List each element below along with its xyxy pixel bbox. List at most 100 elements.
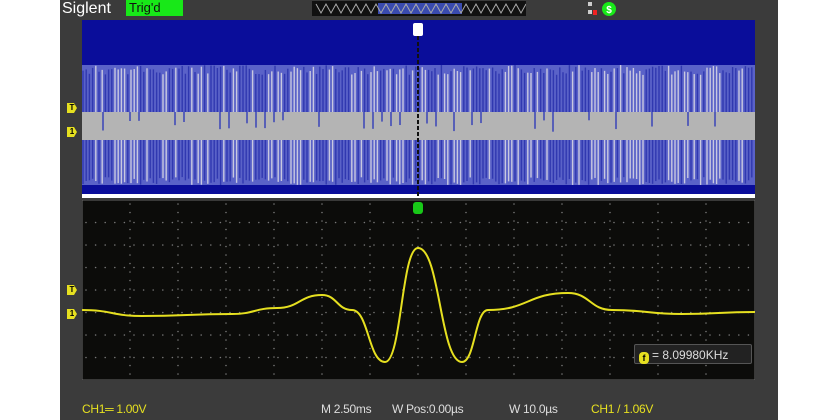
- grid-dot: [709, 289, 711, 291]
- grid-dot: [594, 334, 596, 336]
- grid-dot: [747, 244, 750, 246]
- grid-dot: [267, 356, 270, 359]
- trigger-setting: CH1 / 1.06V: [591, 402, 654, 416]
- trigger-level-marker-top[interactable]: T: [67, 103, 77, 113]
- grid-dot: [229, 221, 231, 224]
- trigger-level-marker[interactable]: T: [67, 285, 77, 295]
- grid-dot: [498, 221, 500, 224]
- grid-dot: [363, 289, 366, 291]
- grid-dot: [417, 279, 419, 282]
- grid-dot: [651, 334, 654, 336]
- grid-dot: [561, 313, 563, 316]
- grid-dot: [171, 221, 174, 224]
- grid-dot: [402, 266, 404, 269]
- grid-dot: [369, 288, 371, 290]
- grid-dot: [123, 311, 126, 314]
- grid-dot: [561, 305, 563, 307]
- grid-dot: [561, 271, 563, 273]
- grid-dot: [561, 356, 563, 358]
- grid-dot: [181, 289, 183, 291]
- grid-dot: [411, 334, 414, 336]
- grid-dot: [440, 334, 443, 336]
- grid-dot: [609, 271, 611, 273]
- grid-dot: [373, 356, 375, 359]
- grid-dot: [417, 237, 419, 239]
- grid-dot: [273, 373, 275, 375]
- grid-dot: [738, 289, 740, 291]
- main-timebase: M 2.50ms: [321, 402, 372, 416]
- grid-dot: [690, 266, 692, 269]
- grid-dot: [459, 221, 462, 224]
- grid-dot: [411, 221, 414, 224]
- grid-dot: [152, 266, 154, 269]
- grid-dot: [546, 289, 548, 291]
- grid-dot: [392, 311, 395, 314]
- grid-dot: [603, 334, 606, 336]
- grid-dot: [344, 334, 347, 336]
- grid-dot: [177, 211, 179, 214]
- grid-dot: [488, 244, 491, 246]
- grid-dot: [273, 203, 275, 205]
- grid-dot: [622, 244, 625, 246]
- grid-dot: [363, 221, 366, 224]
- grid-dot: [392, 289, 395, 291]
- grid-dot: [411, 356, 414, 359]
- grid-dot: [273, 211, 275, 214]
- grid-dot: [238, 289, 241, 291]
- grid-dot: [152, 244, 154, 246]
- grid-dot: [651, 266, 654, 269]
- grid-dot: [296, 221, 298, 224]
- grid-dot: [334, 221, 337, 224]
- grid-dot: [488, 221, 491, 224]
- grid-dot: [273, 305, 275, 307]
- grid-dot: [321, 330, 323, 333]
- grid-dot: [417, 322, 419, 324]
- grid-dot: [642, 244, 644, 246]
- grid-dot: [738, 266, 740, 269]
- grid-dot: [267, 266, 270, 269]
- grid-dot: [190, 266, 193, 269]
- grid-dot: [657, 254, 659, 256]
- grid-dot: [465, 203, 467, 205]
- grid-dot: [321, 364, 323, 367]
- ch1-marker[interactable]: 1: [67, 309, 77, 319]
- grid-dot: [513, 373, 515, 375]
- grid-dot: [129, 364, 131, 367]
- grid-dot: [690, 244, 692, 246]
- grid-dot: [162, 311, 164, 314]
- grid-dot: [273, 339, 275, 341]
- grid-dot: [421, 221, 423, 224]
- grid-dot: [609, 203, 611, 205]
- grid-dot: [162, 356, 164, 359]
- grid-dot: [465, 347, 467, 350]
- grid-dot: [513, 364, 515, 367]
- grid-dot: [705, 296, 707, 299]
- grid-dot: [321, 322, 323, 324]
- grid-dot: [728, 221, 730, 224]
- grid-dot: [258, 289, 260, 291]
- grid-dot: [613, 221, 615, 224]
- grid-dot: [171, 334, 174, 336]
- grid-dot: [465, 262, 467, 265]
- grid-dot: [680, 334, 682, 336]
- grid-dot: [411, 244, 414, 246]
- ch1-scale: CH1═ 1.00V: [82, 402, 147, 416]
- grid-dot: [657, 228, 659, 231]
- ch1-marker-top[interactable]: 1: [67, 127, 77, 137]
- grid-dot: [225, 271, 227, 273]
- grid-dot: [651, 221, 654, 224]
- grid-dot: [200, 244, 202, 246]
- grid-dot: [657, 313, 659, 316]
- grid-dot: [85, 244, 87, 246]
- grid-dot: [513, 356, 515, 358]
- grid-dot: [465, 245, 467, 248]
- grid-dot: [190, 311, 193, 314]
- grid-dot: [555, 311, 558, 314]
- grid-dot: [321, 254, 323, 256]
- grid-dot: [104, 221, 106, 224]
- grid-dot: [657, 279, 659, 282]
- grid-dot: [210, 244, 212, 246]
- grid-dot: [561, 279, 563, 282]
- grid-dot: [181, 221, 183, 224]
- grid-dot: [642, 266, 644, 269]
